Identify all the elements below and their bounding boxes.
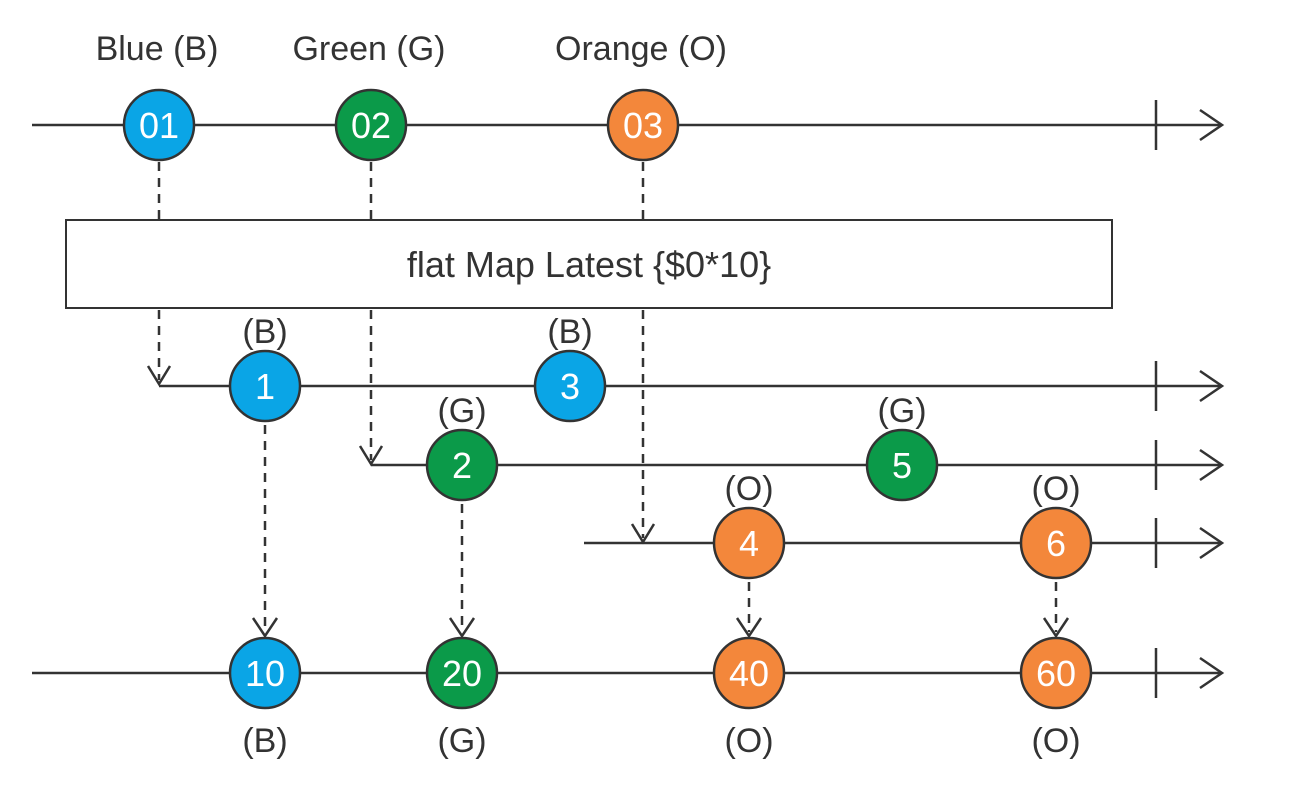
map-arrowhead-1 [251,617,279,639]
output-arrowhead [1199,656,1225,690]
orange-marble-6-text: 6 [1046,523,1066,564]
operator-to-blue-arrowhead [146,365,172,387]
orange-marble-6-tag: (O) [1031,470,1080,508]
orange-marble-4-tag: (O) [724,470,773,508]
green-marble-5-tag: (G) [877,392,926,430]
green-marble-5-text: 5 [892,445,912,486]
source-marble-green [334,88,408,162]
blue-marble-3-text: 3 [560,366,580,407]
output-marble-20-tag: (G) [437,722,486,760]
output-marble-20-text: 20 [442,653,482,694]
green-arrowhead [1199,448,1225,482]
source-marble-orange-text: 03 [623,105,663,146]
output-marble-20 [425,636,499,710]
green-marble-2-tag: (G) [437,392,486,430]
blue-marble-1 [228,349,302,423]
green-marble-2 [425,428,499,502]
source-marble-blue-text: 01 [139,105,179,146]
inner-stream-blue: (B) 1 (B) 3 [159,313,1225,423]
orange-marble-4-text: 4 [739,523,759,564]
source-marble-green-text: 02 [351,105,391,146]
orange-arrowhead [1199,526,1225,560]
operator-text: flat Map Latest {$0*10} [407,244,771,285]
source-label-green: Green (G) [292,30,445,68]
output-marble-10-text: 10 [245,653,285,694]
output-marble-40-text: 40 [729,653,769,694]
inner-stream-green: (G) 2 (G) 5 [371,392,1225,502]
operator-box: flat Map Latest {$0*10} [65,219,1113,309]
map-arrowhead-6 [1042,617,1070,639]
output-stream: 10 (B) 20 (G) 40 (O) 60 (O) [32,636,1225,760]
source-arrowhead [1199,108,1225,142]
operator-rect [65,219,1113,309]
orange-marble-6 [1019,506,1093,580]
source-label-blue: Blue (B) [96,30,219,68]
output-marble-60 [1019,636,1093,710]
blue-marble-1-text: 1 [255,366,275,407]
output-marble-40 [712,636,786,710]
source-marble-blue [122,88,196,162]
green-marble-5 [865,428,939,502]
source-marble-orange [606,88,680,162]
source-label-orange: Orange (O) [555,30,727,68]
output-marble-60-tag: (O) [1031,722,1080,760]
output-marble-10-tag: (B) [242,722,287,760]
map-arrowhead-4 [735,617,763,639]
source-stream: Blue (B) Green (G) Orange (O) 01 02 03 [32,30,1225,162]
green-marble-2-text: 2 [452,445,472,486]
orange-marble-4 [712,506,786,580]
map-arrowhead-2 [448,617,476,639]
inner-stream-orange: (O) 4 (O) 6 [584,470,1225,580]
output-marble-10 [228,636,302,710]
blue-marble-3 [533,349,607,423]
output-marble-40-tag: (O) [724,722,773,760]
blue-arrowhead [1199,369,1225,403]
blue-marble-1-tag: (B) [242,313,287,351]
output-marble-60-text: 60 [1036,653,1076,694]
blue-marble-3-tag: (B) [547,313,592,351]
